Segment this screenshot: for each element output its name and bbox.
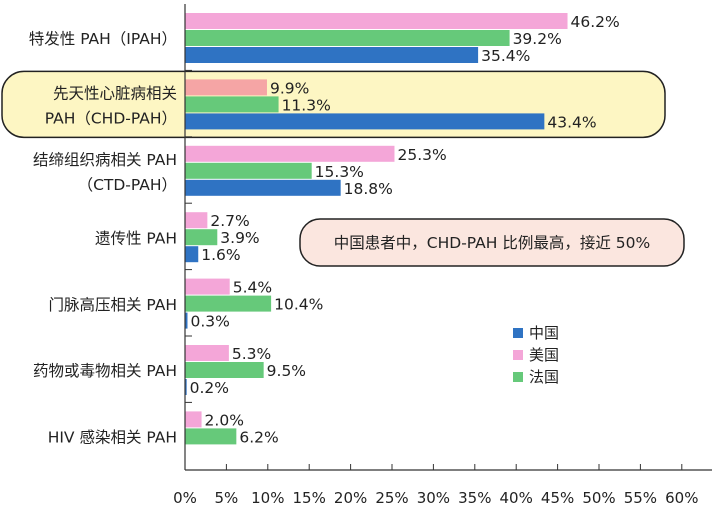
category-labels-layer: 特发性 PAH（IPAH） 先天性心脏病相关 PAH（CHD-PAH） 结缔组织病相关… bbox=[29, 30, 177, 446]
bar-france-6 bbox=[185, 428, 237, 445]
value-label: 5.4% bbox=[233, 279, 272, 297]
x-tick-label: 55% bbox=[624, 489, 657, 506]
bar-china-3 bbox=[185, 246, 199, 263]
bar-usa-6 bbox=[185, 411, 202, 428]
callout-box bbox=[299, 218, 685, 267]
x-tick-label: 25% bbox=[375, 489, 408, 506]
value-label: 11.3% bbox=[282, 96, 331, 114]
value-labels-layer: 46.2%39.2%35.4%9.9%11.3%43.4%25.3%15.3%1… bbox=[190, 13, 620, 446]
value-label: 18.8% bbox=[344, 180, 393, 198]
value-label: 9.5% bbox=[267, 362, 306, 380]
category-label: 特发性 PAH（IPAH） bbox=[29, 30, 177, 48]
legend-swatch-usa bbox=[513, 350, 523, 360]
legend-label: 法国 bbox=[529, 368, 559, 386]
value-label: 0.3% bbox=[190, 313, 229, 331]
callout-note: 中国患者中，CHD-PAH 比例最高，接近 50% bbox=[299, 218, 685, 267]
x-tick-label: 45% bbox=[541, 489, 574, 506]
value-label: 35.4% bbox=[481, 47, 530, 65]
bar-france-1 bbox=[185, 96, 279, 113]
legend-swatch-france bbox=[513, 372, 523, 382]
value-label: 39.2% bbox=[513, 30, 562, 48]
value-label: 10.4% bbox=[274, 296, 323, 314]
bar-usa-5 bbox=[185, 345, 229, 361]
value-label: 46.2% bbox=[571, 13, 620, 31]
bar-france-0 bbox=[185, 30, 510, 46]
category-label: 门脉高压相关 PAH bbox=[48, 296, 177, 314]
x-tick-label: 5% bbox=[215, 489, 239, 506]
bars-layer bbox=[185, 13, 568, 445]
legend-label: 中国 bbox=[529, 324, 559, 342]
value-label: 9.9% bbox=[270, 79, 309, 97]
x-tick-label: 60% bbox=[665, 489, 698, 506]
bar-france-2 bbox=[185, 162, 312, 179]
value-label: 25.3% bbox=[397, 146, 446, 164]
tick-labels-layer: 0% 5% 10% 15% 20% 25% 30% 35% 40% 45% 50% 55% 60% bbox=[173, 489, 698, 506]
x-tick-label: 0% bbox=[173, 489, 197, 506]
category-label: PAH（CHD-PAH） bbox=[45, 110, 177, 128]
value-label: 43.4% bbox=[547, 113, 596, 131]
bar-china-1 bbox=[185, 113, 545, 130]
x-tick-label: 35% bbox=[458, 489, 491, 506]
value-label: 5.3% bbox=[232, 345, 271, 363]
bar-usa-0 bbox=[185, 13, 568, 29]
bar-china-5 bbox=[185, 379, 187, 395]
value-label: 15.3% bbox=[315, 163, 364, 181]
value-label: 1.6% bbox=[201, 246, 240, 264]
x-tick-label: 50% bbox=[582, 489, 615, 506]
category-label: 先天性心脏病相关 bbox=[53, 85, 177, 103]
bar-usa-4 bbox=[185, 278, 230, 295]
x-tick-label: 30% bbox=[417, 489, 450, 506]
bar-china-2 bbox=[185, 179, 341, 196]
legend-label: 美国 bbox=[529, 346, 559, 364]
bar-china-4 bbox=[185, 312, 188, 329]
category-label: 遗传性 PAH bbox=[95, 229, 177, 247]
bar-france-5 bbox=[185, 362, 264, 378]
x-tick-label: 40% bbox=[500, 489, 533, 506]
category-label: （CTD-PAH） bbox=[78, 176, 177, 194]
legend-swatch-china bbox=[513, 328, 523, 338]
value-label: 3.9% bbox=[220, 229, 259, 247]
category-label: 药物或毒物相关 PAH bbox=[33, 362, 177, 380]
value-label: 0.2% bbox=[190, 379, 229, 397]
value-label: 6.2% bbox=[239, 428, 278, 446]
x-tick-label: 10% bbox=[251, 489, 284, 506]
bar-usa-2 bbox=[185, 145, 395, 162]
axis-layer bbox=[184, 4, 712, 471]
callout-text: 中国患者中，CHD-PAH 比例最高，接近 50% bbox=[334, 234, 650, 252]
bar-usa-1 bbox=[185, 79, 267, 96]
bar-usa-3 bbox=[185, 212, 208, 229]
value-label: 2.7% bbox=[210, 212, 249, 230]
x-tick-label: 20% bbox=[334, 489, 367, 506]
value-label: 2.0% bbox=[205, 411, 244, 429]
bar-france-3 bbox=[185, 229, 218, 246]
x-tick-label: 15% bbox=[293, 489, 326, 506]
category-label: HIV 感染相关 PAH bbox=[48, 429, 177, 447]
category-label: 结缔组织病相关 PAH bbox=[33, 151, 177, 169]
bar-france-4 bbox=[185, 295, 272, 312]
bar-china-0 bbox=[185, 47, 479, 63]
